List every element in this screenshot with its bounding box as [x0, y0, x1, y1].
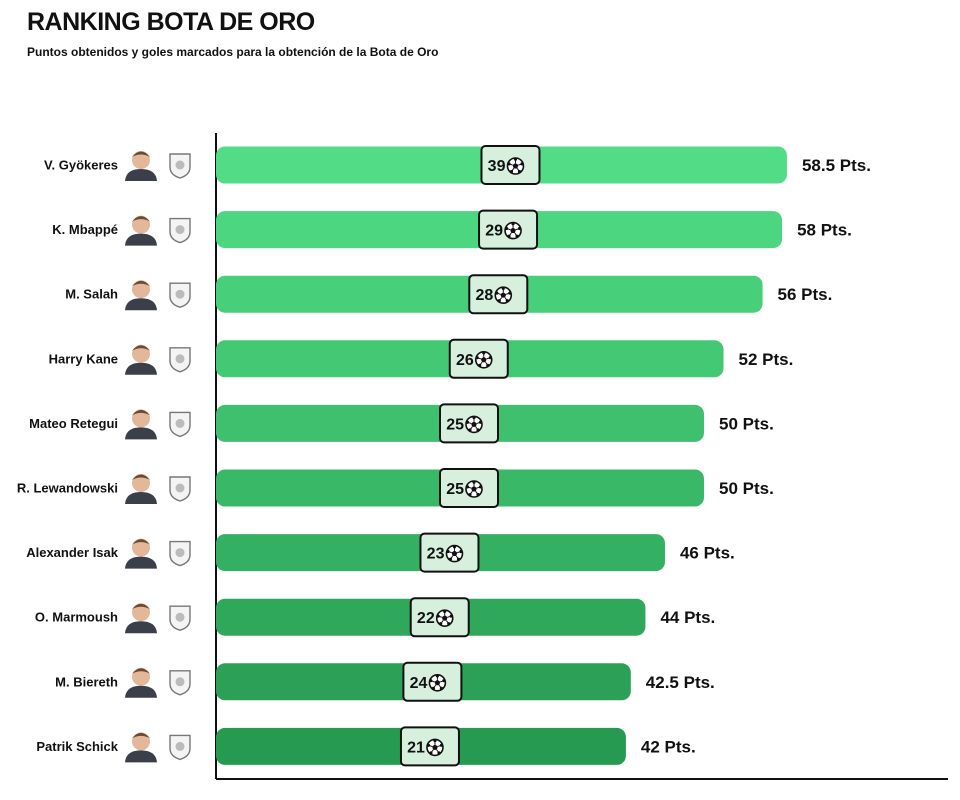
- player-photo-icon: [125, 474, 157, 504]
- points-label: 46 Pts.: [680, 544, 735, 563]
- player-photo-icon: [125, 667, 157, 698]
- category-label: R. Lewandowski: [17, 481, 118, 496]
- manchester-city-crest-icon: [169, 605, 191, 631]
- goals-badge: 29: [478, 209, 539, 250]
- bayer-leverkusen-crest-icon: [169, 734, 191, 761]
- goals-badge: 22: [409, 597, 470, 638]
- monaco-crest-icon: [169, 670, 191, 696]
- goals-label: 29: [485, 223, 503, 240]
- newcastle-crest-icon: [169, 540, 191, 567]
- category-label: M. Biereth: [55, 674, 118, 689]
- soccer-ball-icon: [435, 609, 454, 628]
- category-label: V. Gyökeres: [44, 158, 118, 173]
- chart-title: RANKING BOTA DE ORO: [27, 8, 315, 36]
- liverpool-crest-icon: [169, 282, 191, 308]
- points-label: 50 Pts.: [719, 479, 774, 498]
- points-label: 56 Pts.: [778, 285, 833, 304]
- goals-label: 25: [446, 416, 464, 433]
- category-label: Patrik Schick: [36, 739, 118, 754]
- bayern-munich-crest-icon: [169, 347, 191, 373]
- player-photo-icon: [125, 280, 157, 311]
- points-label: 58 Pts.: [797, 221, 852, 240]
- bar-row: V. Gyökeres 58.5 Pts. 39: [44, 145, 871, 185]
- soccer-ball-icon: [494, 286, 513, 305]
- category-label: M. Salah: [65, 287, 118, 302]
- soccer-ball-icon: [474, 350, 493, 369]
- goals-badge: 25: [439, 403, 499, 444]
- player-photo-icon: [125, 409, 157, 440]
- sporting-cp-crest-icon: [169, 153, 191, 179]
- points-label: 58.5 Pts.: [802, 156, 871, 175]
- category-label: K. Mbappé: [52, 222, 118, 237]
- goals-label: 28: [475, 287, 493, 304]
- goals-label: 23: [427, 546, 445, 563]
- category-label: Mateo Retegui: [29, 416, 118, 431]
- category-label: O. Marmoush: [35, 610, 118, 625]
- points-label: 42.5 Pts.: [646, 673, 715, 692]
- bar-row: Mateo Retegui 50 Pts. 25: [29, 403, 774, 444]
- goals-label: 26: [456, 352, 474, 369]
- goals-badge: 23: [419, 532, 480, 573]
- bar-row: Harry Kane 52 Pts. 26: [49, 338, 794, 379]
- soccer-ball-icon: [465, 480, 483, 498]
- real-madrid-crest-icon: [169, 217, 191, 244]
- goals-label: 22: [417, 610, 435, 627]
- player-photo-icon: [125, 603, 157, 634]
- bar-row: Alexander Isak 46 Pts. 23: [26, 532, 735, 573]
- chart-subtitle: Puntos obtenidos y goles marcados para l…: [27, 45, 439, 59]
- category-label: Harry Kane: [49, 351, 118, 366]
- player-photo-icon: [125, 344, 157, 375]
- bar-row: O. Marmoush 44 Pts. 22: [35, 597, 715, 638]
- soccer-ball-icon: [465, 415, 483, 434]
- points-label: 50 Pts.: [719, 414, 774, 433]
- goals-label: 39: [488, 158, 506, 175]
- bar-row: R. Lewandowski 50 Pts. 25: [17, 468, 774, 508]
- fc-barcelona-crest-icon: [169, 476, 191, 502]
- goals-label: 21: [407, 739, 425, 756]
- points-label: 52 Pts.: [739, 350, 794, 369]
- soccer-ball-icon: [428, 673, 447, 692]
- bar-row: M. Salah 56 Pts. 28: [65, 274, 833, 315]
- goals-label: 25: [446, 481, 464, 498]
- atalanta-crest-icon: [169, 411, 191, 438]
- points-label: 42 Pts.: [641, 737, 696, 756]
- goals-badge: 39: [480, 145, 541, 185]
- soccer-ball-icon: [506, 157, 525, 175]
- category-label: Alexander Isak: [26, 545, 119, 560]
- bar-row: K. Mbappé 58 Pts. 29: [52, 209, 852, 250]
- goals-badge: 25: [439, 468, 499, 508]
- bar-row: M. Biereth 42.5 Pts. 24: [55, 661, 715, 702]
- goals-label: 24: [410, 675, 428, 692]
- bar-row: Patrik Schick 42 Pts. 21: [36, 726, 696, 767]
- points-label: 44 Pts.: [660, 608, 715, 627]
- soccer-ball-icon: [504, 221, 522, 240]
- goals-badge: 28: [468, 274, 529, 315]
- soccer-ball-icon: [445, 544, 464, 563]
- player-photo-icon: [125, 151, 157, 181]
- goals-badge: 21: [399, 726, 460, 767]
- player-photo-icon: [125, 215, 157, 246]
- goals-badge: 26: [448, 338, 509, 379]
- player-photo-icon: [125, 538, 157, 569]
- player-photo-icon: [125, 732, 157, 763]
- goals-badge: 24: [402, 661, 463, 702]
- soccer-ball-icon: [426, 738, 444, 757]
